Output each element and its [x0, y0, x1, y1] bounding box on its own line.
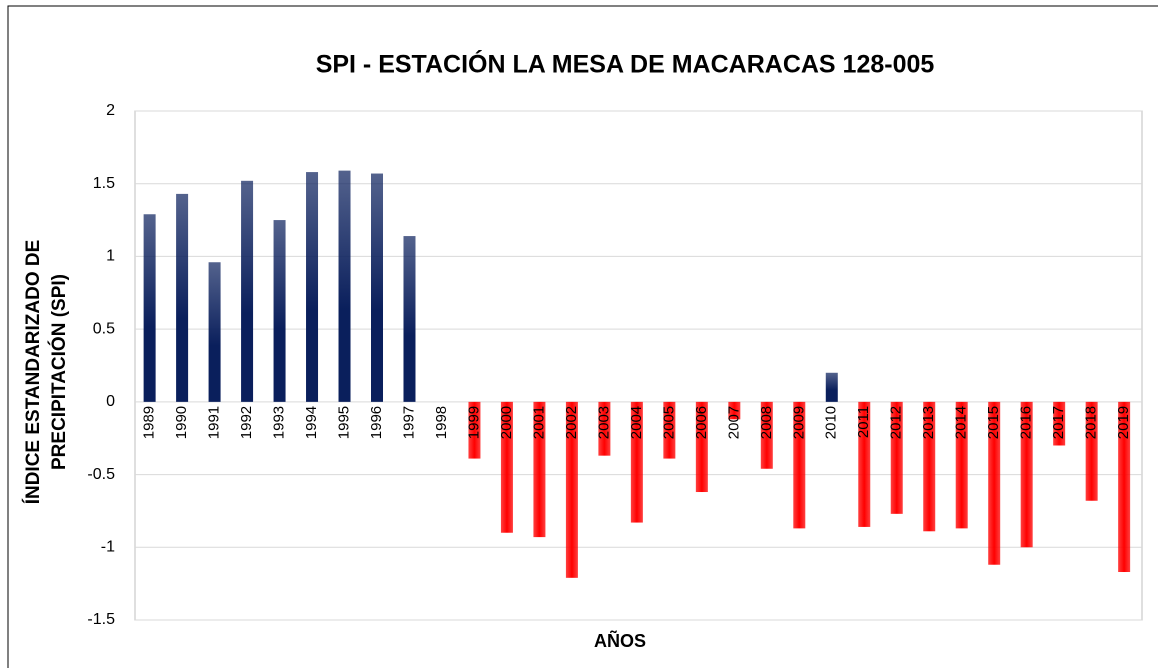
bar — [371, 173, 384, 402]
x-tick-label: 1993 — [271, 406, 288, 439]
bar — [988, 401, 1001, 565]
bar — [338, 170, 351, 402]
x-tick-label: 2009 — [790, 406, 807, 439]
x-tick-label: 1997 — [400, 406, 417, 439]
bar — [1118, 401, 1131, 573]
x-tick-label: 1996 — [368, 406, 385, 439]
bar — [760, 401, 773, 469]
x-tick-label: 2015 — [985, 406, 1002, 439]
y-tick-label: 1.5 — [93, 175, 115, 192]
x-tick-label: 2006 — [693, 406, 710, 439]
bar — [533, 401, 546, 538]
x-tick-label: 2010 — [823, 406, 840, 439]
y-tick-label: 0.5 — [93, 320, 115, 337]
x-tick-label: 2000 — [498, 406, 515, 439]
x-tick-label: 2018 — [1083, 406, 1100, 439]
x-tick-label: 2013 — [920, 406, 937, 439]
bar — [565, 401, 578, 578]
x-tick-label: 1999 — [465, 406, 482, 439]
x-tick-label: 1994 — [303, 406, 320, 439]
y-axis-title-line: ÍNDICE ESTANDARIZADO DE — [22, 240, 44, 505]
bar — [825, 372, 838, 402]
x-tick-label: 1992 — [238, 406, 255, 439]
y-axis-title: ÍNDICE ESTANDARIZADO DE PRECIPITACIÓN (S… — [22, 240, 70, 505]
bar — [695, 401, 708, 493]
x-tick-label: 2004 — [628, 406, 645, 439]
y-tick-label: -0.5 — [87, 466, 115, 483]
y-tick-label: 1 — [106, 248, 115, 265]
bar — [306, 172, 319, 402]
x-tick-label: 2014 — [953, 406, 970, 439]
chart-frame — [7, 5, 1158, 668]
x-tick-label: 1991 — [206, 406, 223, 439]
bar — [143, 214, 156, 402]
x-tick-label: 1989 — [141, 406, 158, 439]
x-tick-label: 2011 — [855, 406, 872, 438]
bar — [890, 401, 903, 514]
bar — [793, 401, 806, 529]
bar — [1085, 401, 1098, 501]
bar — [955, 401, 968, 529]
x-tick-label: 2016 — [1018, 406, 1035, 439]
bar — [273, 220, 286, 402]
bar — [208, 262, 221, 402]
bar — [500, 401, 513, 533]
x-tick-label: 2008 — [758, 406, 775, 439]
x-tick-label: 2007 — [725, 406, 742, 439]
bar — [1020, 401, 1033, 548]
bar — [858, 401, 871, 527]
y-tick-label: -1 — [101, 539, 115, 556]
x-axis-title: AÑOS — [594, 630, 646, 651]
bar — [663, 401, 676, 459]
y-tick-label: 2 — [106, 102, 115, 119]
x-tick-label: 1990 — [173, 406, 190, 439]
y-tick-label: 0 — [106, 393, 115, 410]
x-tick-label: 2002 — [563, 406, 580, 439]
bar — [176, 193, 189, 402]
x-tick-label: 2019 — [1115, 406, 1132, 439]
y-tick-label: -1.5 — [87, 611, 115, 628]
x-tick-label: 2012 — [888, 406, 905, 439]
bar — [468, 401, 481, 459]
bar — [630, 401, 643, 523]
x-tick-label: 2001 — [530, 406, 547, 439]
bar — [1053, 401, 1066, 446]
bar — [403, 236, 416, 402]
x-tick-label: 1998 — [433, 406, 450, 439]
bar — [241, 180, 254, 402]
x-tick-label: 2017 — [1050, 406, 1067, 439]
bar — [728, 401, 741, 420]
x-tick-label: 2003 — [595, 406, 612, 439]
chart-title: SPI - ESTACIÓN LA MESA DE MACARACAS 128-… — [316, 49, 935, 79]
y-axis-title-line: PRECIPITACIÓN (SPI) — [48, 274, 70, 470]
bar — [923, 401, 936, 532]
bar — [598, 401, 611, 456]
x-tick-label: 1995 — [335, 406, 352, 439]
x-tick-label: 2005 — [660, 406, 677, 439]
